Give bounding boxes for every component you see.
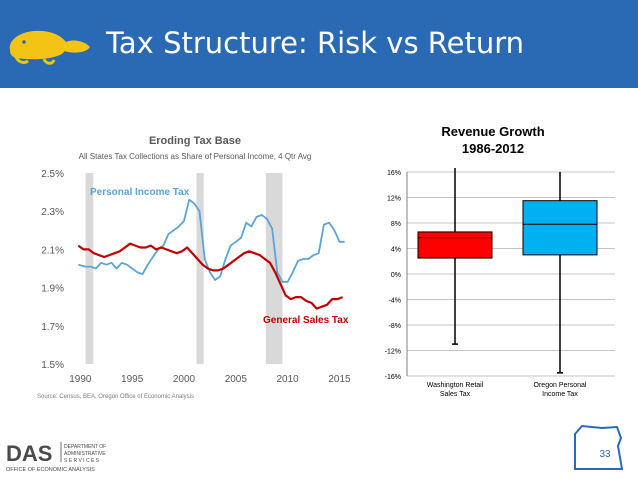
box-y-tick-label: 8% xyxy=(391,221,401,228)
header-bar: Tax Structure: Risk vs Return xyxy=(0,0,638,88)
box-y-tick-label: -16% xyxy=(385,374,401,381)
line-chart-subtitle: All States Tax Collections as Share of P… xyxy=(79,152,312,161)
das-logo: DAS DEPARTMENT OF ADMINISTRATIVE S E R V… xyxy=(6,441,106,473)
box-category-label: Washington Retail xyxy=(427,382,484,389)
line-chart-title: Eroding Tax Base xyxy=(149,135,241,147)
x-tick-label: 2015 xyxy=(328,374,351,385)
recession-band-0 xyxy=(85,173,94,364)
box-chart-title: Revenue Growth xyxy=(441,124,544,139)
office-text: OFFICE OF ECONOMIC ANALYSIS xyxy=(6,467,95,473)
das-logo-sub-3: S E R V I C E S xyxy=(64,458,100,464)
page-title: Tax Structure: Risk vs Return xyxy=(106,26,525,60)
das-logo-sub-2: ADMINISTRATIVE xyxy=(64,451,106,457)
x-tick-label: 2000 xyxy=(173,374,196,385)
oregon-page-badge: 33 xyxy=(574,424,624,470)
revenue-growth-chart: Revenue Growth 1986-2012 16% 12% 8% 4% 0% -4%… xyxy=(385,124,615,398)
box-1 xyxy=(522,200,598,256)
box-y-tick-label: 12% xyxy=(387,196,401,203)
eroding-tax-base-chart: Eroding Tax Base All States Tax Collecti… xyxy=(37,135,351,400)
box-category-label: Oregon Personal xyxy=(534,382,587,389)
pit-series-line xyxy=(78,198,345,283)
das-logo-sub-1: DEPARTMENT OF xyxy=(64,444,106,450)
recession-band-1 xyxy=(196,173,204,364)
pit-series-label: Personal Income Tax xyxy=(90,187,190,198)
box-y-tick-label: 4% xyxy=(391,247,401,254)
box-0 xyxy=(417,231,493,259)
box-category-label: Sales Tax xyxy=(440,391,471,398)
x-tick-label: 2005 xyxy=(225,374,248,385)
das-logo-text: DAS xyxy=(6,441,52,466)
box-y-tick-label: 0% xyxy=(391,272,401,279)
sales-series-label: General Sales Tax xyxy=(263,315,349,326)
x-tick-label: 1995 xyxy=(121,374,144,385)
box-y-tick-label: -12% xyxy=(385,349,401,356)
box-y-tick-label: -4% xyxy=(389,298,401,305)
box-chart-subtitle: 1986-2012 xyxy=(462,141,524,156)
box-y-tick-label: -8% xyxy=(389,323,401,330)
oregon-shape-icon xyxy=(574,424,624,470)
beaver-logo-icon xyxy=(9,30,90,65)
box-y-tick-label: 16% xyxy=(387,170,401,177)
x-tick-label: 1990 xyxy=(69,374,92,385)
y-tick-label: 2.1% xyxy=(41,245,64,256)
y-tick-label: 1.9% xyxy=(41,284,64,295)
sales-series-line xyxy=(77,242,343,310)
box-category-label: Income Tax xyxy=(542,391,578,398)
x-tick-label: 2010 xyxy=(277,374,300,385)
y-tick-label: 2.3% xyxy=(41,207,64,218)
page-number: 33 xyxy=(599,449,611,460)
chart-source-note: Source: Census, BEA, Oregon Office of Ec… xyxy=(37,394,194,400)
y-tick-label: 2.5% xyxy=(41,169,64,180)
y-tick-label: 1.5% xyxy=(41,360,64,371)
y-tick-label: 1.7% xyxy=(41,322,64,333)
